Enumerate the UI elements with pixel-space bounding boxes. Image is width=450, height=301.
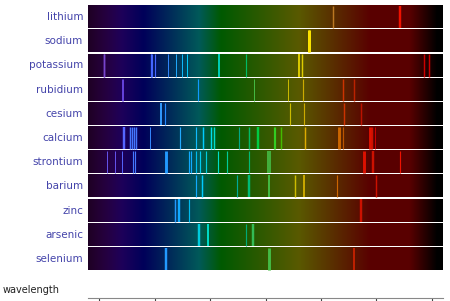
Text: lithium: lithium bbox=[46, 12, 83, 22]
Text: arsenic: arsenic bbox=[45, 230, 83, 240]
Text: potassium: potassium bbox=[29, 61, 83, 70]
Text: strontium: strontium bbox=[32, 157, 83, 167]
Text: selenium: selenium bbox=[36, 254, 83, 264]
Text: barium: barium bbox=[46, 182, 83, 191]
Text: sodium: sodium bbox=[45, 36, 83, 46]
Text: calcium: calcium bbox=[42, 133, 83, 143]
Text: cesium: cesium bbox=[45, 109, 83, 119]
Text: rubidium: rubidium bbox=[36, 85, 83, 95]
Text: wavelength: wavelength bbox=[2, 285, 59, 296]
Text: zinc: zinc bbox=[62, 206, 83, 216]
